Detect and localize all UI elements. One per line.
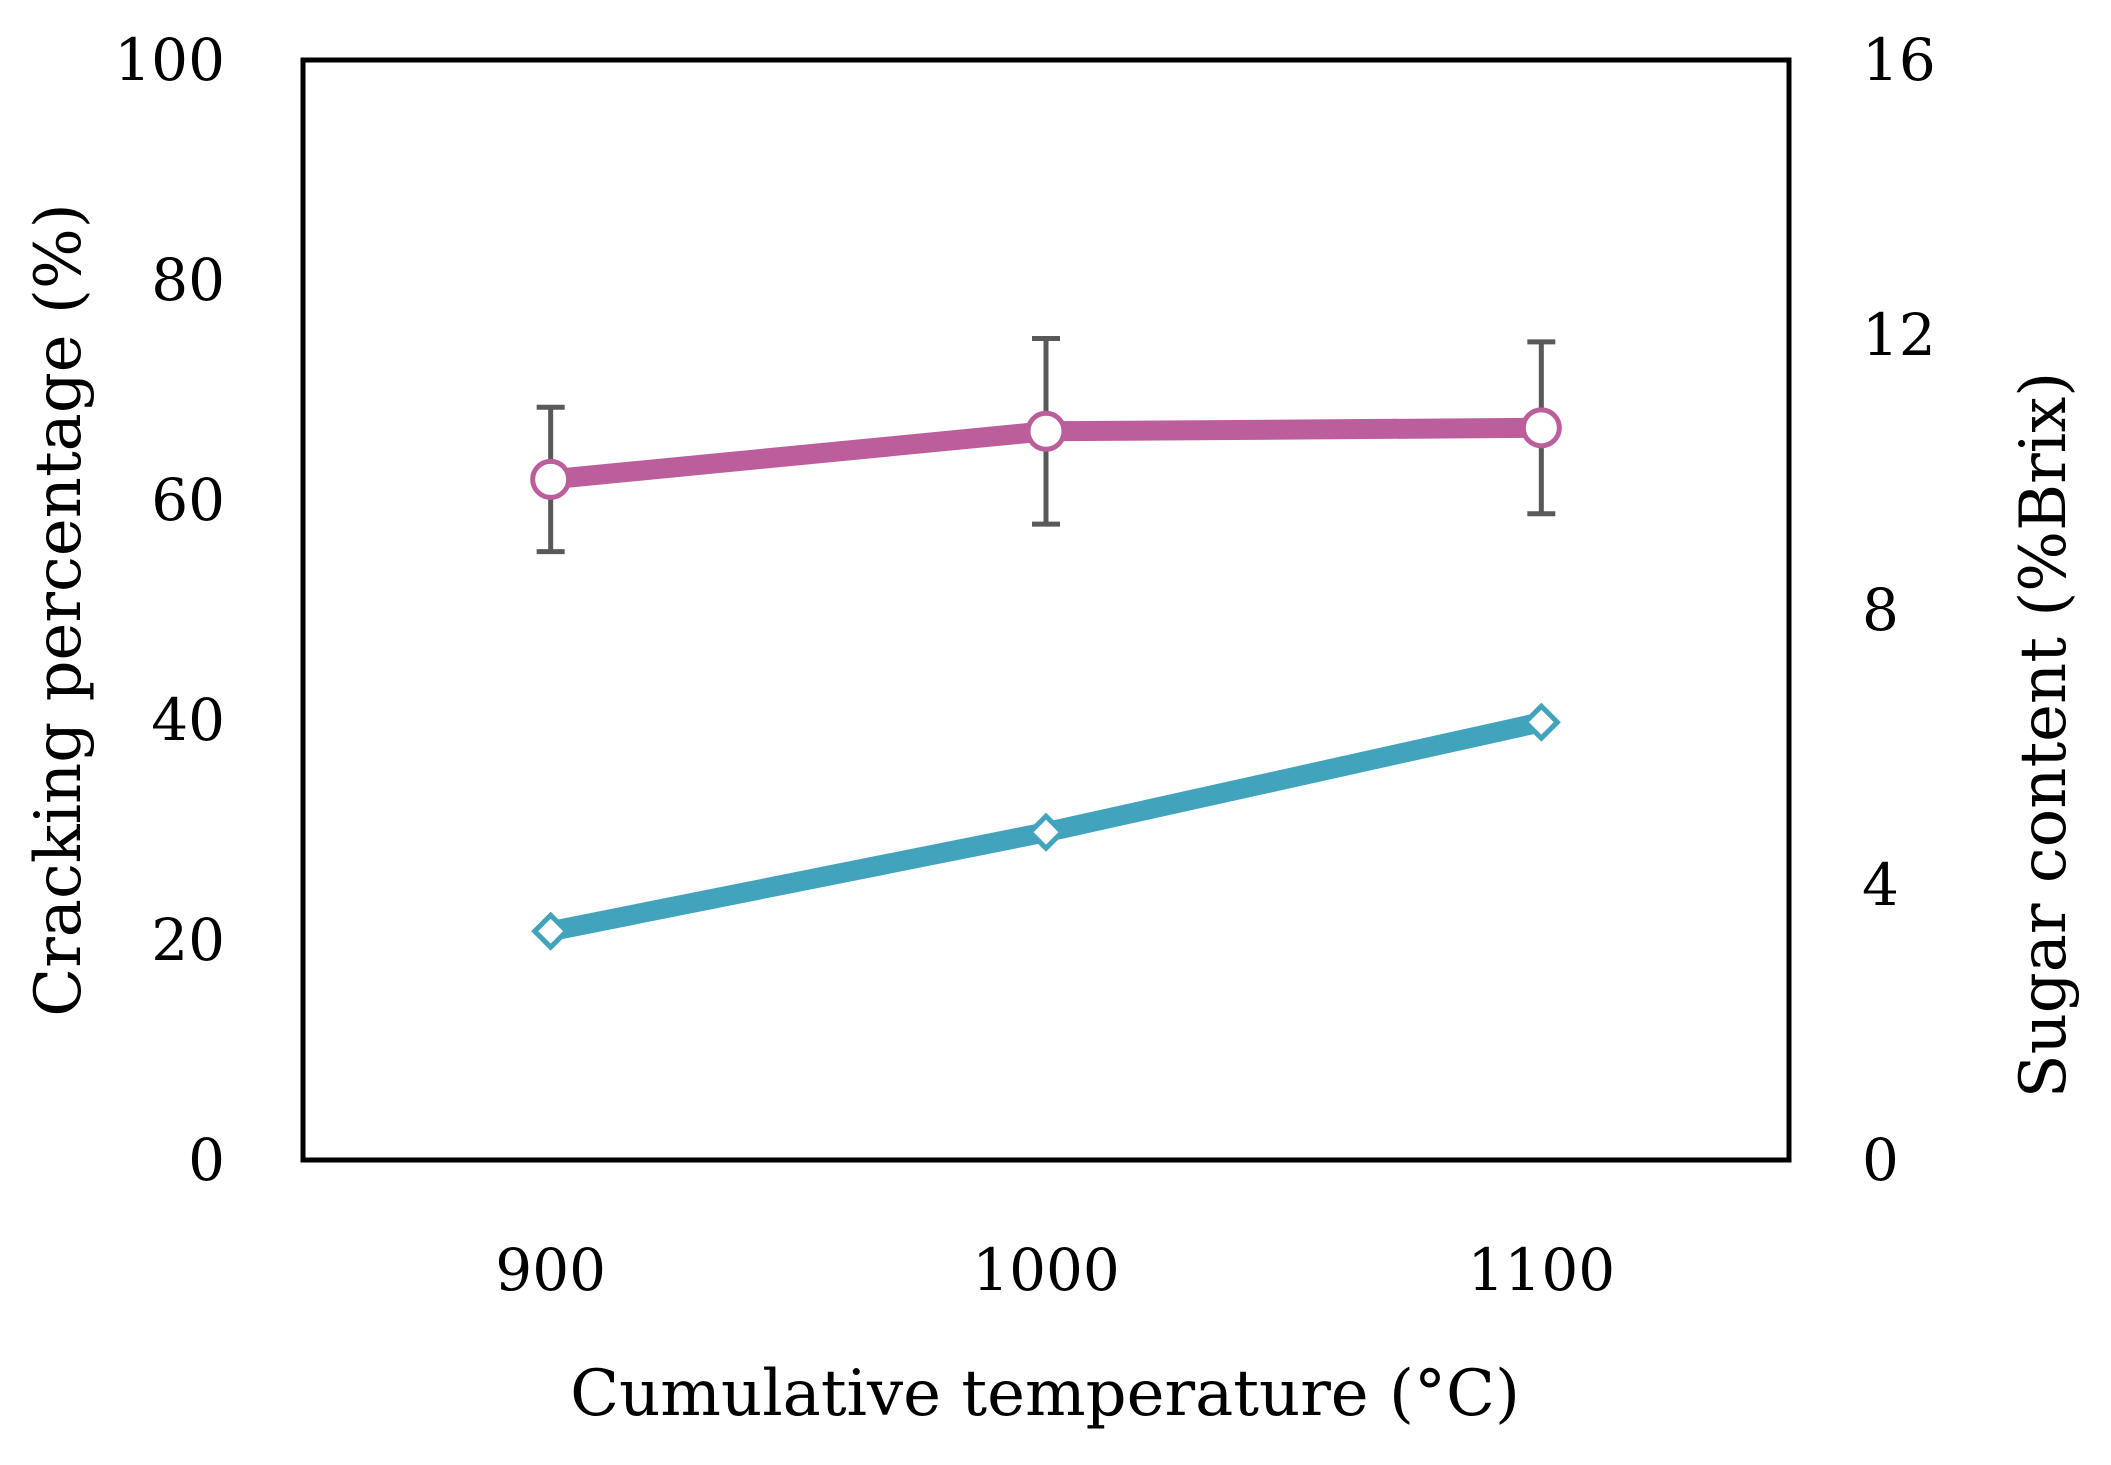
- x-axis-title: Cumulative temperature (°C): [570, 1357, 1520, 1431]
- data-point-circle: [1520, 407, 1562, 449]
- x-tick-label: 1000: [972, 1236, 1120, 1304]
- right-y-tick-label: 12: [1862, 301, 1936, 369]
- data-point-circle: [1025, 410, 1067, 452]
- plot-area: [300, 57, 1792, 1163]
- left-y-tick-label: 80: [151, 246, 225, 314]
- right-y-axis-title: Sugar content (%Brix): [2007, 372, 2081, 1099]
- right-y-tick-label: 8: [1862, 576, 1899, 644]
- right-y-tick-label: 4: [1862, 851, 1899, 919]
- x-tick-label: 1100: [1468, 1236, 1616, 1304]
- left-y-tick-label: 20: [151, 906, 225, 974]
- left-y-tick-label: 0: [188, 1126, 225, 1194]
- data-point-circle: [530, 458, 572, 500]
- left-y-axis-title: Cracking percentage (%): [22, 203, 96, 1017]
- right-y-axis-ticks: 0 4 8 12 16: [1862, 26, 1936, 1194]
- series-layer: [530, 335, 1562, 951]
- data-point-diamond: [1026, 812, 1066, 852]
- left-y-tick-label: 40: [151, 686, 225, 754]
- left-y-tick-label: 60: [151, 466, 225, 534]
- right-y-tick-label: 0: [1862, 1126, 1899, 1194]
- x-axis-ticks: 900 1000 1100: [495, 1236, 1615, 1304]
- data-point-diamond: [531, 911, 571, 951]
- series-cracking-percentage: [531, 702, 1561, 951]
- right-y-tick-label: 16: [1862, 26, 1936, 94]
- series-sugar-content: [530, 335, 1562, 555]
- x-tick-label: 900: [495, 1236, 606, 1304]
- left-y-tick-label: 100: [114, 26, 225, 94]
- data-point-diamond: [1521, 702, 1561, 742]
- left-y-axis-ticks: 0 20 40 60 80 100: [114, 26, 225, 1194]
